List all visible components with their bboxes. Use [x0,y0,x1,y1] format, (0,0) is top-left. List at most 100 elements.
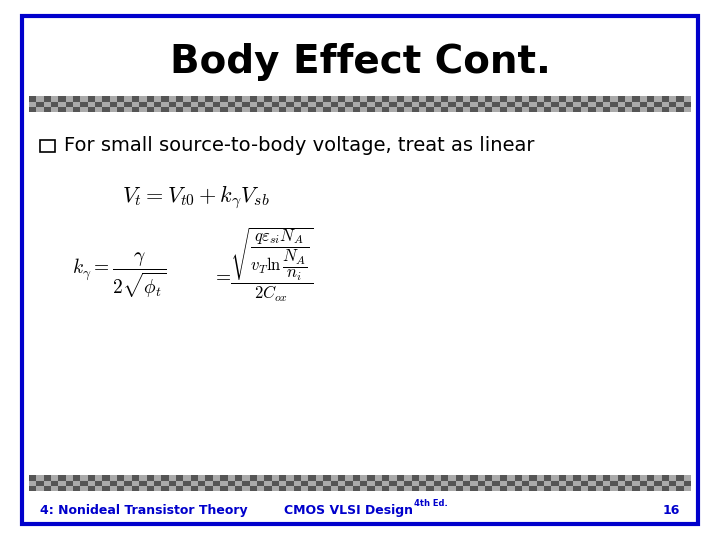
Bar [279,486,287,491]
Bar [323,475,330,481]
Bar [404,107,412,112]
Bar [184,96,191,102]
Bar [294,96,301,102]
Bar [441,96,449,102]
Bar [559,481,566,486]
Bar [544,107,552,112]
Bar [456,96,463,102]
Bar [176,481,184,486]
Bar [559,486,566,491]
Bar [677,102,684,107]
Bar [426,102,433,107]
Bar [647,475,654,481]
Bar [43,96,51,102]
Bar [125,96,132,102]
Bar [566,107,573,112]
Text: 16: 16 [663,504,680,517]
Bar [515,475,522,481]
Bar [346,96,353,102]
Bar [603,102,611,107]
Bar [88,107,95,112]
Bar [522,96,529,102]
Bar [330,96,338,102]
Bar [125,475,132,481]
Bar [73,486,81,491]
Bar [654,475,662,481]
Bar [147,96,154,102]
Bar [603,107,611,112]
Bar [102,486,109,491]
Bar [500,107,507,112]
Bar [552,475,559,481]
Bar [213,486,220,491]
Bar [205,481,213,486]
Bar [500,475,507,481]
Bar [536,475,544,481]
Bar [102,96,109,102]
Bar [51,96,58,102]
Bar [109,102,117,107]
Bar [81,96,88,102]
Bar [58,475,66,481]
FancyBboxPatch shape [22,16,698,524]
Bar [374,96,382,102]
Bar [125,102,132,107]
Bar [522,486,529,491]
Bar [552,481,559,486]
Bar [662,96,669,102]
Bar [220,475,228,481]
Bar [625,475,632,481]
Bar [529,96,536,102]
Bar [419,475,426,481]
Bar [43,475,51,481]
Bar [522,475,529,481]
Bar [566,475,573,481]
Bar [257,475,264,481]
Bar [441,481,449,486]
Bar [677,481,684,486]
Bar [287,481,294,486]
Bar [426,486,433,491]
Bar [250,486,257,491]
Bar [603,475,611,481]
Bar [205,102,213,107]
Bar [102,481,109,486]
Bar [397,486,404,491]
Bar [552,102,559,107]
Bar [308,107,316,112]
Bar [316,486,323,491]
Bar [257,481,264,486]
Bar [449,475,456,481]
Bar [463,475,470,481]
Bar [544,96,552,102]
Bar [456,102,463,107]
Bar [301,481,308,486]
Bar [287,475,294,481]
Bar [625,102,632,107]
Bar [242,96,250,102]
Bar [102,107,109,112]
Bar [449,107,456,112]
Bar [161,96,168,102]
Bar [433,481,441,486]
Bar [184,475,191,481]
Bar [323,102,330,107]
Bar [36,96,43,102]
Bar [139,107,147,112]
Bar [125,486,132,491]
Bar [139,475,147,481]
Bar [205,96,213,102]
Bar [228,486,235,491]
Bar [43,107,51,112]
Bar [684,102,691,107]
Bar [154,475,161,481]
Bar [374,481,382,486]
Bar [647,486,654,491]
Bar [647,107,654,112]
Bar [213,107,220,112]
Bar [433,96,441,102]
Bar [235,96,242,102]
Bar [456,481,463,486]
Bar [360,481,367,486]
Bar [581,475,588,481]
